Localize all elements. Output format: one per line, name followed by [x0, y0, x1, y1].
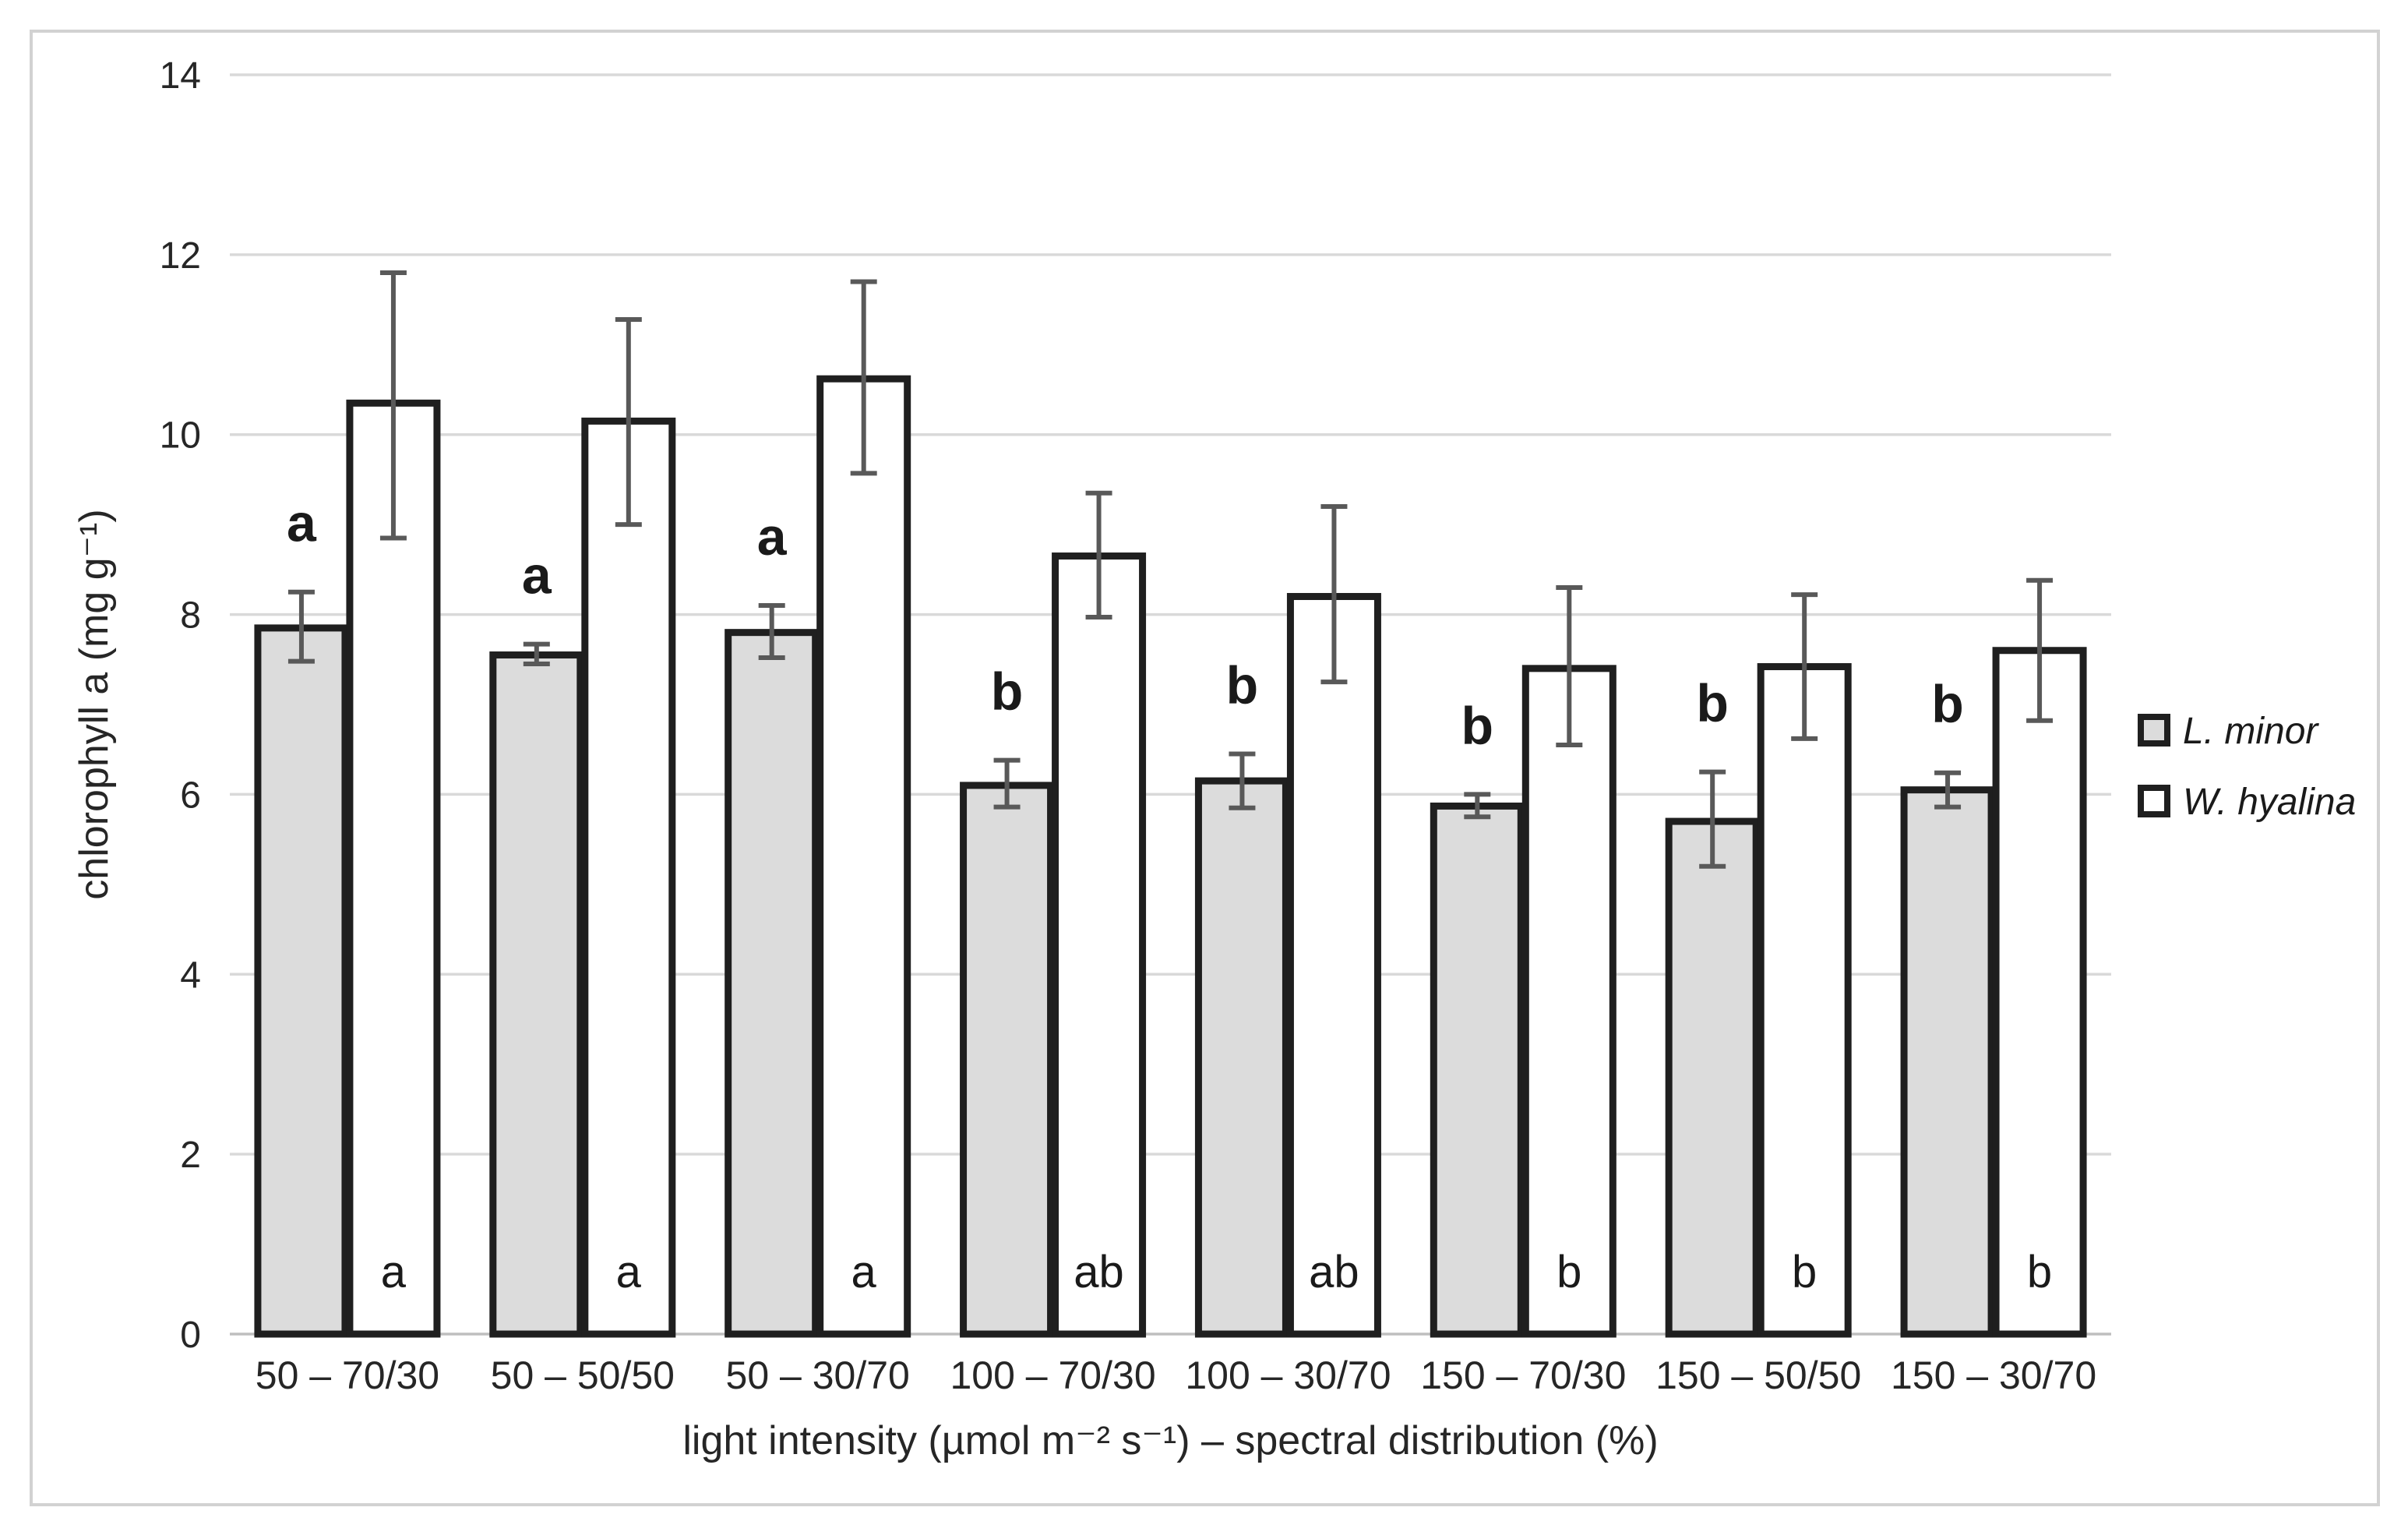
- sig-letter-above: b: [1931, 675, 1964, 734]
- legend-label: W. hyalina: [2183, 782, 2356, 823]
- legend-label: L. minor: [2183, 711, 2319, 752]
- x-tick-label: 50 – 70/30: [256, 1354, 439, 1397]
- x-tick-label: 50 – 50/50: [491, 1354, 675, 1397]
- y-tick-label: 10: [160, 415, 201, 457]
- sig-letter-above: b: [1461, 696, 1494, 755]
- y-tick-label: 4: [180, 955, 201, 996]
- x-tick-label: 150 – 30/70: [1891, 1354, 2096, 1397]
- x-tick-label: 100 – 70/30: [950, 1354, 1155, 1397]
- bar: [581, 417, 676, 1338]
- sig-letter-above: b: [1696, 674, 1729, 733]
- sig-letter-inside: b: [1557, 1247, 1581, 1297]
- x-tick-label: 50 – 30/70: [726, 1354, 910, 1397]
- bar: [254, 624, 349, 1338]
- bar: [1992, 647, 2087, 1338]
- bar: [1757, 663, 1852, 1338]
- y-tick-label: 6: [180, 775, 201, 816]
- sig-letter-inside: a: [381, 1247, 407, 1297]
- bar: [725, 629, 820, 1338]
- x-axis-title: light intensity (µmol m⁻² s⁻¹) – spectra…: [682, 1418, 1658, 1463]
- sig-letter-above: a: [757, 507, 788, 567]
- sig-letter-inside: b: [2027, 1247, 2052, 1297]
- bar: [1521, 665, 1616, 1338]
- y-axis-title: chlorophyll a (mg g⁻¹): [72, 509, 117, 899]
- bar: [1900, 786, 1995, 1338]
- legend-swatch: [2138, 714, 2170, 747]
- sig-letter-inside: a: [616, 1247, 642, 1297]
- sig-letter-inside: ab: [1309, 1247, 1359, 1297]
- bar: [1286, 592, 1381, 1338]
- bar: [346, 399, 441, 1338]
- y-tick-label: 14: [160, 55, 201, 97]
- bar: [960, 782, 1055, 1338]
- y-tick-label: 12: [160, 235, 201, 277]
- sig-letter-above: a: [287, 494, 317, 553]
- sig-letter-inside: a: [851, 1247, 877, 1297]
- bar: [489, 651, 584, 1338]
- bar: [1052, 552, 1147, 1338]
- bar: [1665, 817, 1760, 1338]
- y-tick-label: 0: [180, 1315, 201, 1356]
- sig-letter-above: a: [522, 546, 552, 605]
- bar: [816, 375, 911, 1338]
- sig-letter-inside: b: [1792, 1247, 1817, 1297]
- bar: [1194, 777, 1289, 1338]
- x-tick-label: 150 – 50/50: [1655, 1354, 1861, 1397]
- bar: [1430, 802, 1525, 1338]
- y-tick-label: 8: [180, 595, 201, 637]
- x-tick-label: 100 – 30/70: [1185, 1354, 1391, 1397]
- y-tick-label: 2: [180, 1135, 201, 1176]
- sig-letter-above: b: [1226, 655, 1259, 715]
- sig-letter-inside: ab: [1074, 1247, 1124, 1297]
- x-tick-label: 150 – 70/30: [1420, 1354, 1626, 1397]
- legend-swatch: [2138, 785, 2170, 817]
- sig-letter-above: b: [991, 662, 1024, 722]
